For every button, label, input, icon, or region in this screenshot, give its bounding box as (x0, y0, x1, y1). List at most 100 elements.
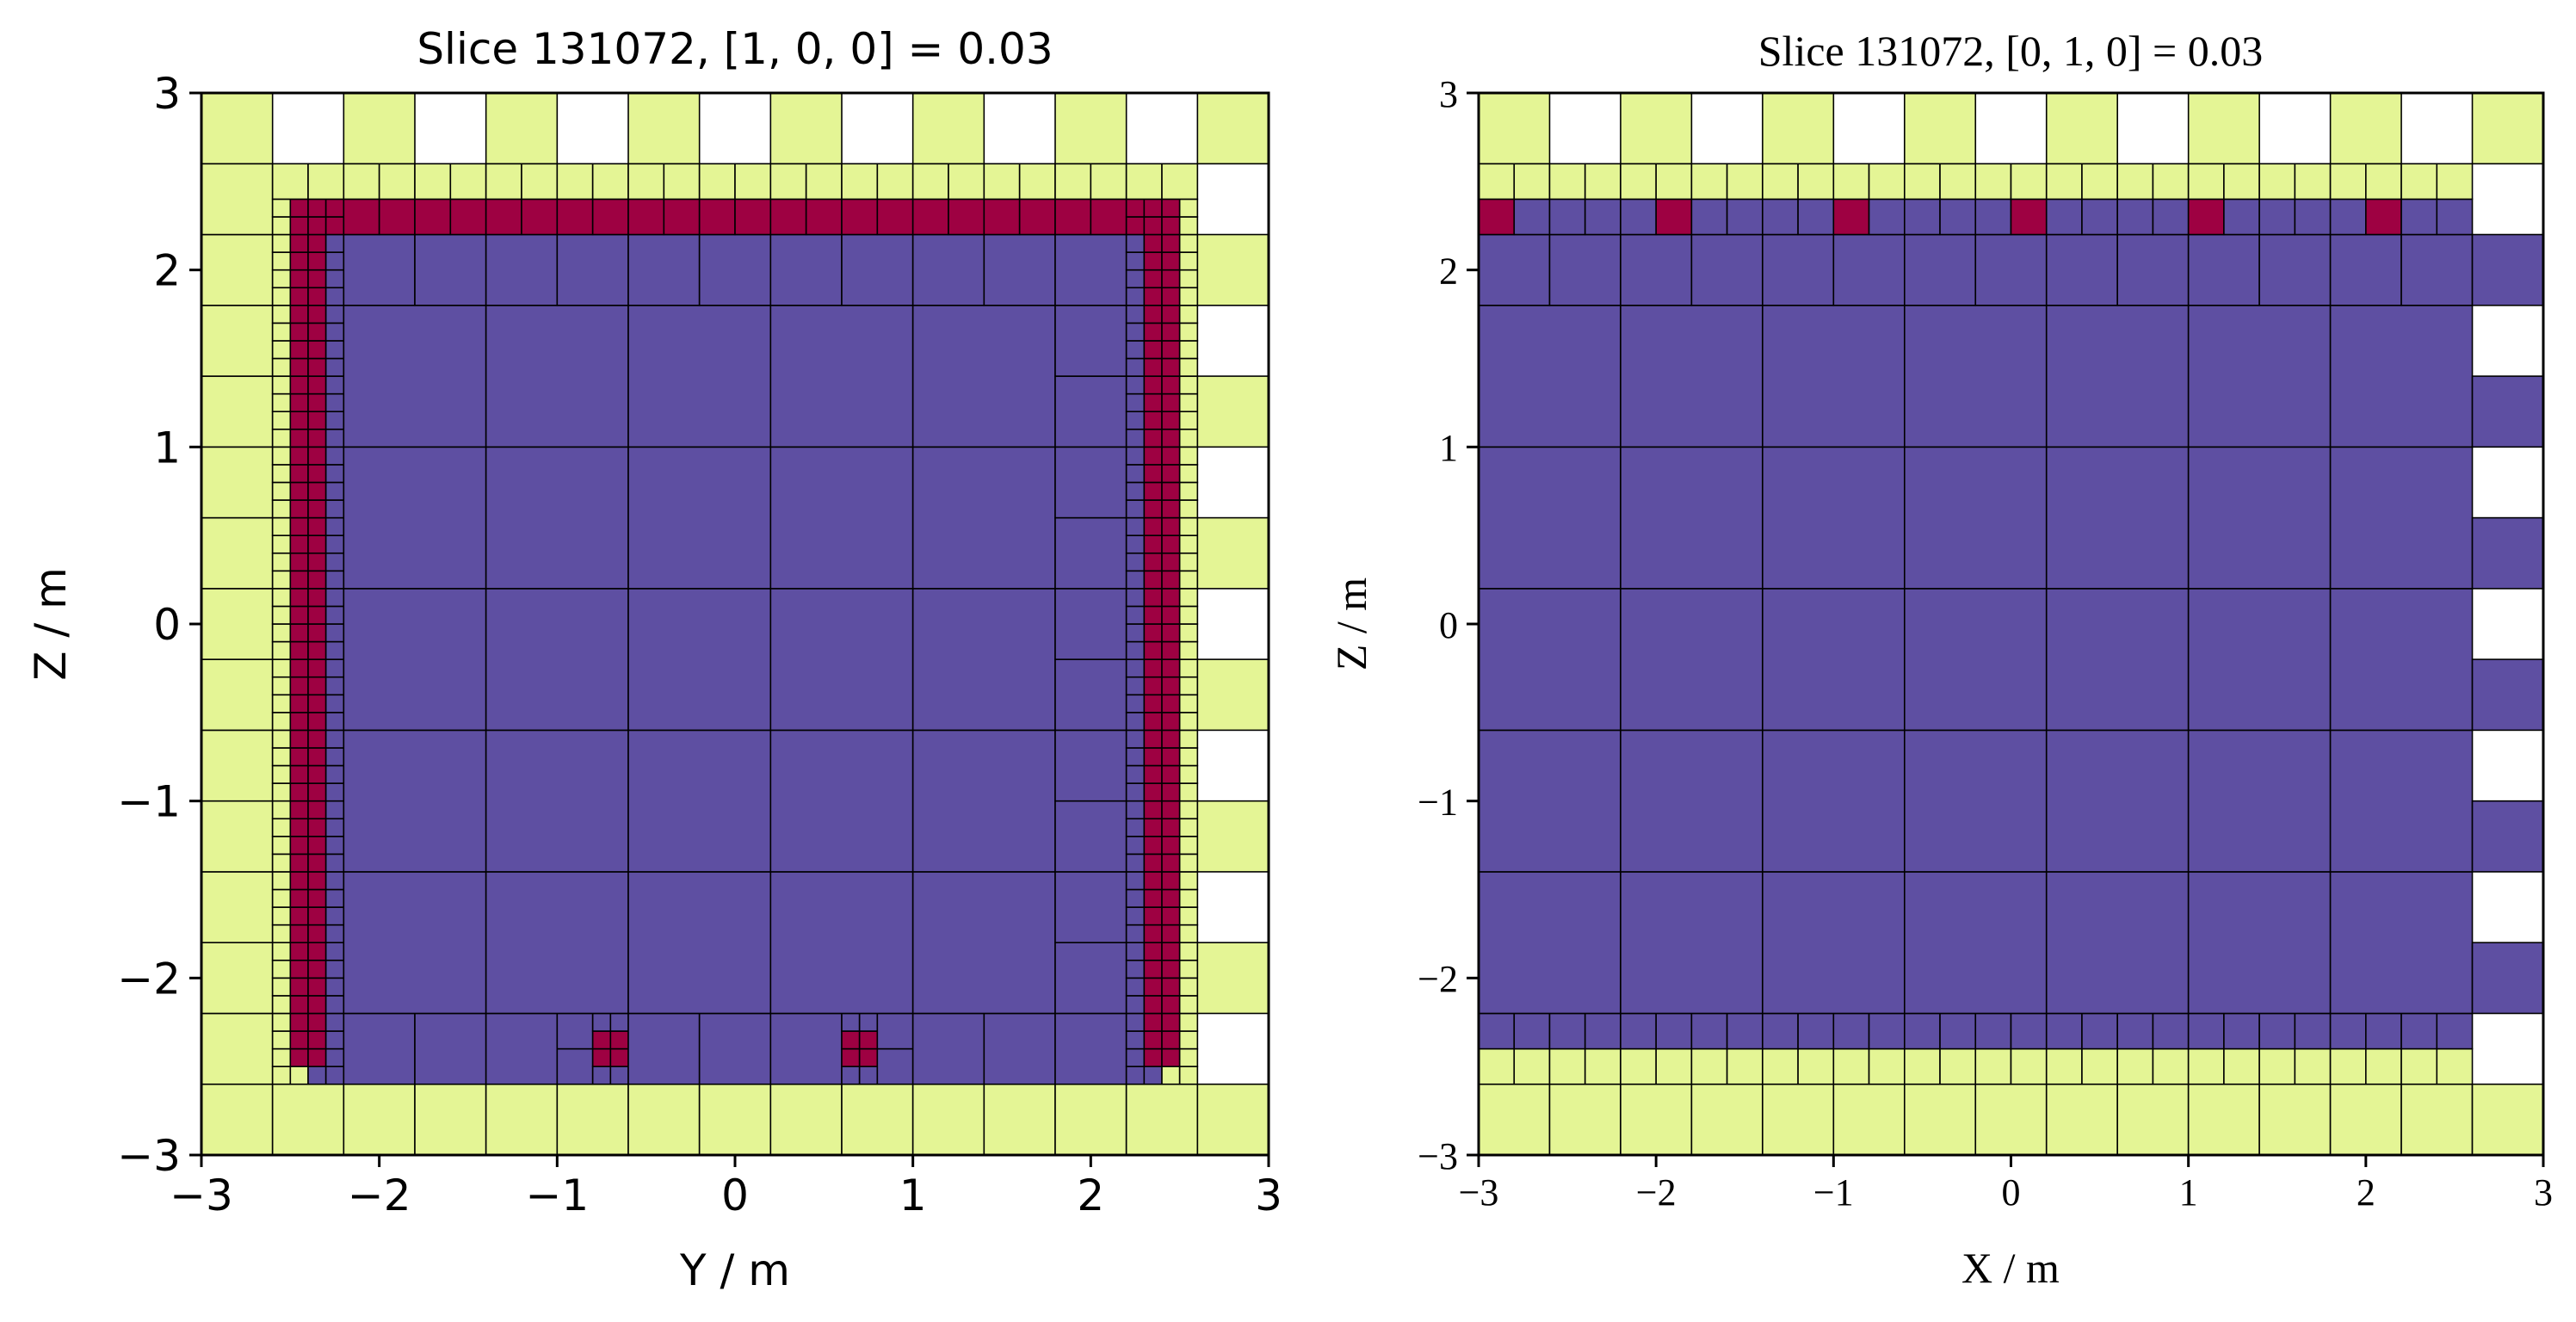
right-mesh-cell (1832, 163, 1870, 201)
left-mesh-cell (1143, 1066, 1163, 1085)
left-mesh-cell (289, 375, 309, 395)
left-mesh-cell (289, 216, 309, 236)
right-mesh-cell (1904, 92, 1977, 165)
left-mesh-cell (1178, 588, 1199, 608)
right-mesh-cell (2187, 446, 2332, 590)
left-mesh-cell (1178, 340, 1199, 360)
right-mesh-cell (2187, 92, 2260, 165)
left-mesh-cell (1178, 623, 1199, 643)
left-mesh-cell (858, 1066, 879, 1085)
left-mesh-cell (1125, 747, 1146, 767)
left-mesh-cell (1054, 233, 1127, 306)
left-mesh-cell (1125, 623, 1146, 643)
left-mesh-cell (289, 534, 309, 554)
left-mesh-cell (911, 729, 1056, 873)
right-mesh-cell (2010, 1047, 2048, 1085)
right-mesh-cell (2400, 163, 2438, 201)
right-mesh-cell (1904, 1083, 1977, 1156)
left-mesh-cell (1196, 800, 1269, 873)
left-mesh-cell (1178, 198, 1199, 218)
left-mesh-cell (307, 977, 327, 997)
right-mesh-cell (1620, 198, 1657, 236)
left-mesh-cell (1143, 729, 1163, 749)
right-y-tick-label: 1 (1439, 427, 1458, 469)
left-mesh-cell (1178, 233, 1199, 253)
right-mesh-cell (1868, 198, 1906, 236)
right-mesh-cell (1513, 1012, 1551, 1050)
left-mesh-cell (343, 198, 380, 236)
left-mesh-cell (1090, 198, 1127, 236)
left-mesh-cell (734, 198, 772, 236)
left-axis-ticks: −3 −2 −1 0 1 2 3 −3 −2 −1 0 1 2 3 (117, 69, 1282, 1220)
left-mesh-cell (1125, 570, 1146, 590)
left-mesh-cell (1161, 428, 1181, 448)
left-mesh-cell (289, 818, 309, 837)
left-mesh-cell (324, 1066, 345, 1085)
left-plot-title: Slice 131072, [1, 0, 0] = 0.03 (417, 24, 1053, 74)
left-mesh-cell (1125, 1012, 1146, 1032)
left-x-tick-label: 2 (1077, 1171, 1104, 1220)
left-mesh-cell (627, 163, 665, 201)
left-y-tick-label: −3 (117, 1131, 181, 1181)
left-mesh-cell (307, 658, 327, 678)
left-mesh-cell (289, 304, 309, 324)
left-mesh-cell (1178, 1012, 1199, 1032)
left-mesh-cell (1125, 516, 1146, 536)
left-mesh-cell (983, 163, 1021, 201)
right-mesh-cell (2223, 1012, 2260, 1050)
left-mesh-cell (591, 1030, 612, 1050)
left-mesh-cell (1125, 1047, 1146, 1067)
right-mesh-cell (1974, 198, 2012, 236)
left-mesh-cell (1125, 251, 1146, 271)
left-mesh-cell (289, 853, 309, 873)
left-mesh-cell (324, 446, 345, 466)
left-mesh-cell (1196, 1083, 1269, 1156)
left-mesh-cell (1125, 499, 1146, 519)
left-mesh-cell (324, 375, 345, 395)
left-mesh-cell (289, 658, 309, 678)
right-mesh-cell (2329, 588, 2474, 732)
left-mesh-cell (1143, 516, 1163, 536)
left-mesh-cell (307, 782, 327, 802)
left-mesh-cell (271, 764, 292, 784)
left-mesh-cell (1125, 1030, 1146, 1050)
left-mesh-cell (289, 764, 309, 784)
left-mesh-cell (1161, 835, 1181, 856)
left-mesh-cell (1143, 375, 1163, 395)
left-mesh-cell (1178, 269, 1199, 289)
left-mesh-cell (271, 269, 292, 289)
left-mesh-cell (485, 163, 522, 201)
right-mesh-cell (1620, 304, 1764, 448)
left-mesh-cell (1143, 411, 1163, 430)
left-mesh-cell (876, 198, 914, 236)
left-mesh-cell (1143, 782, 1163, 802)
left-mesh-cell (271, 818, 292, 837)
left-mesh-cell (289, 552, 309, 572)
left-mesh-cell (1178, 216, 1199, 236)
left-mesh-cell (1161, 605, 1181, 625)
left-mesh-cell (485, 871, 629, 1015)
right-mesh-cell (1478, 446, 1622, 590)
left-mesh-cell (289, 481, 309, 501)
left-mesh-cell (1178, 924, 1199, 943)
left-mesh-cell (289, 516, 309, 536)
left-mesh-cell (1143, 658, 1163, 678)
left-mesh-cell (1143, 712, 1163, 732)
right-mesh-cell (2223, 163, 2260, 201)
left-mesh-cell (289, 871, 309, 891)
right-mesh-cell (1478, 1083, 1551, 1156)
left-mesh-cell (307, 198, 327, 218)
left-mesh-cell (1125, 818, 1146, 837)
left-mesh-cell (1143, 1030, 1163, 1050)
left-mesh-cell (1125, 269, 1146, 289)
left-mesh-cell (1178, 1030, 1199, 1050)
right-mesh-cell (1620, 588, 1764, 732)
left-mesh-cell (414, 233, 487, 306)
left-mesh-cell (556, 1047, 594, 1085)
left-mesh-cell (307, 269, 327, 289)
left-mesh-cell (201, 375, 274, 448)
left-mesh-cell (307, 712, 327, 732)
left-mesh-cell (556, 1083, 629, 1156)
right-mesh-cell (2365, 163, 2402, 201)
right-mesh-cell (1584, 1012, 1622, 1050)
